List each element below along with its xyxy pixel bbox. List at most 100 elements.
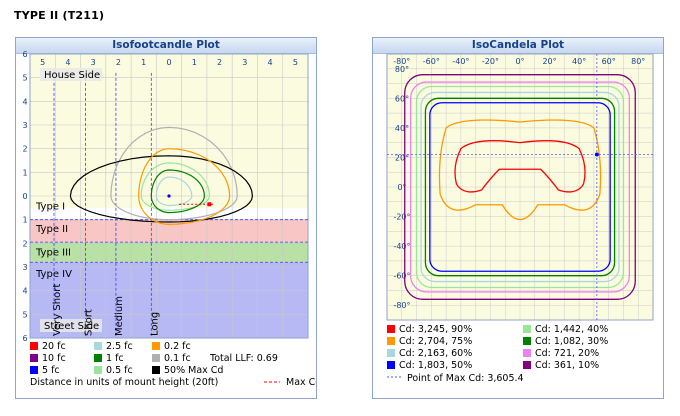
- type-zone-label: Type II: [35, 224, 68, 235]
- legend-swatch: [387, 337, 395, 345]
- legend-swatch: [94, 366, 102, 374]
- legend-swatch: [30, 366, 38, 374]
- legend-swatch: [152, 366, 160, 374]
- legend-swatch: [94, 342, 102, 350]
- house-side-label-bg: [40, 68, 102, 81]
- contour-orange: [138, 148, 231, 226]
- y-tick-label: 5: [22, 74, 27, 83]
- y-tick-label: 2: [22, 239, 27, 248]
- x-tick-label: 4: [65, 58, 70, 67]
- x-tick-label: 5: [293, 58, 298, 67]
- max-point-legend-label: Point of Max Cd: 3,605.4: [407, 373, 524, 384]
- x-tick-label: 4: [268, 58, 273, 67]
- y-tick-label: 60°: [395, 94, 409, 103]
- y-tick-label: 1: [22, 216, 27, 225]
- isocandela-contour-lightblue: [420, 91, 620, 283]
- distance-label: Short: [84, 309, 95, 336]
- y-tick-label: 2: [22, 145, 27, 154]
- y-tick-label: 0: [22, 192, 27, 201]
- y-tick-label: 40°: [395, 124, 409, 133]
- x-tick-label: 1: [141, 58, 146, 67]
- x-tick-label: 3: [242, 58, 247, 67]
- x-tick-label: 5: [40, 58, 45, 67]
- legend-swatch: [387, 349, 395, 357]
- y-tick-label: 6: [22, 50, 27, 59]
- y-tick-label: 0°: [397, 183, 406, 192]
- x-tick-label: 2: [217, 58, 222, 67]
- y-tick-label: -40°: [393, 242, 410, 251]
- distance-label: Long: [149, 312, 160, 336]
- x-tick-label: -20°: [482, 57, 499, 66]
- contour-lightgreen: [140, 162, 211, 211]
- legend-label: 50% Max Cd: [164, 365, 223, 376]
- total-llf-label: Total LLF: 0.69: [209, 353, 278, 364]
- legend-label: Cd: 361, 10%: [535, 360, 599, 371]
- legend-swatch: [523, 361, 531, 369]
- isocandela-contour-blue: [429, 102, 611, 272]
- isocandela-contour-lightgreen: [415, 85, 625, 289]
- isocandela-panel: IsoCandela Plot -80° -60° -40° -20° 0° 20° 40°…: [372, 37, 664, 399]
- legend-swatch: [387, 325, 395, 333]
- distance-note: Distance in units of mount height (20ft): [30, 377, 218, 388]
- legend-swatch: [152, 354, 160, 362]
- page-title: TYPE II (T211): [14, 9, 105, 22]
- legend-swatch: [94, 354, 102, 362]
- x-tick-label: 0: [166, 58, 171, 67]
- legend-label: Cd: 1,803, 50%: [399, 360, 472, 371]
- y-tick-label: 80°: [395, 65, 409, 74]
- y-tick-label: 3: [22, 263, 27, 272]
- distance-label: Medium: [114, 296, 125, 336]
- y-tick-label: 3: [22, 121, 27, 130]
- x-tick-label: 1: [192, 58, 197, 67]
- center-point: [167, 194, 171, 198]
- y-tick-label: -20°: [393, 213, 410, 222]
- type-zone-label: Type III: [35, 248, 71, 259]
- legend-label: Cd: 1,442, 40%: [535, 324, 608, 335]
- legend-label: Cd: 2,704, 75%: [399, 336, 472, 347]
- legend-swatch: [523, 349, 531, 357]
- isocandela-contour-pink: [409, 81, 631, 293]
- x-tick-label: 80°: [631, 57, 645, 66]
- y-tick-label: 4: [22, 97, 27, 106]
- y-tick-label: 20°: [395, 153, 409, 162]
- x-tick-label: 0°: [515, 57, 524, 66]
- contour-green: [150, 169, 206, 214]
- type-zone-label: Type IV: [35, 269, 72, 280]
- isofootcandle-chart: 5 4 3 2 1 0 1 2 3 4 5 6 5 4 3 2 1 0 1 2 3 4 5 6 House Side Street…: [22, 50, 316, 388]
- isocandela-contour-green: [424, 97, 616, 277]
- x-tick-label: 20°: [542, 57, 556, 66]
- plot-border: [29, 53, 309, 339]
- legend-label: Cd: 2,163, 60%: [399, 348, 472, 359]
- contour-gray: [110, 126, 238, 221]
- y-tick-label: 6: [22, 334, 27, 343]
- plot-border: [386, 53, 654, 321]
- type-iii-band: [30, 242, 308, 263]
- x-tick-label: -80°: [393, 57, 410, 66]
- legend-label: Cd: 721, 20%: [535, 348, 599, 359]
- max-point-marker: [594, 152, 599, 157]
- isocandela-contour-orange: [438, 119, 602, 221]
- isocandela-chart: -80° -60° -40° -20° 0° 20° 40° 60° 80° 80° 60° 40° 2…: [386, 53, 654, 384]
- legend-label: 20 fc: [42, 341, 66, 352]
- legend-label: Cd: 1,082, 30%: [535, 336, 608, 347]
- type-ii-band: [30, 219, 308, 243]
- street-side-label: Street Side: [44, 321, 99, 332]
- legend-swatch: [30, 354, 38, 362]
- x-tick-label: -60°: [423, 57, 440, 66]
- distance-label: Very Short: [52, 284, 63, 336]
- street-side-label-bg: [40, 319, 102, 332]
- x-tick-label: 3: [91, 58, 96, 67]
- max-cd-point: [207, 202, 212, 207]
- isocandela-contour-purple: [404, 74, 636, 300]
- legend-label: 0.1 fc: [164, 353, 191, 364]
- house-side-label: House Side: [44, 70, 100, 81]
- x-tick-label: 2: [116, 58, 121, 67]
- legend-label: Cd: 3,245, 90%: [399, 324, 472, 335]
- x-tick-label: -40°: [452, 57, 469, 66]
- y-tick-label: 5: [22, 310, 27, 319]
- isocandela-contour-red: [454, 140, 586, 193]
- type-zone-label: Type I: [35, 201, 65, 212]
- x-tick-label: 40°: [572, 57, 586, 66]
- legend-label: 0.5 fc: [106, 365, 133, 376]
